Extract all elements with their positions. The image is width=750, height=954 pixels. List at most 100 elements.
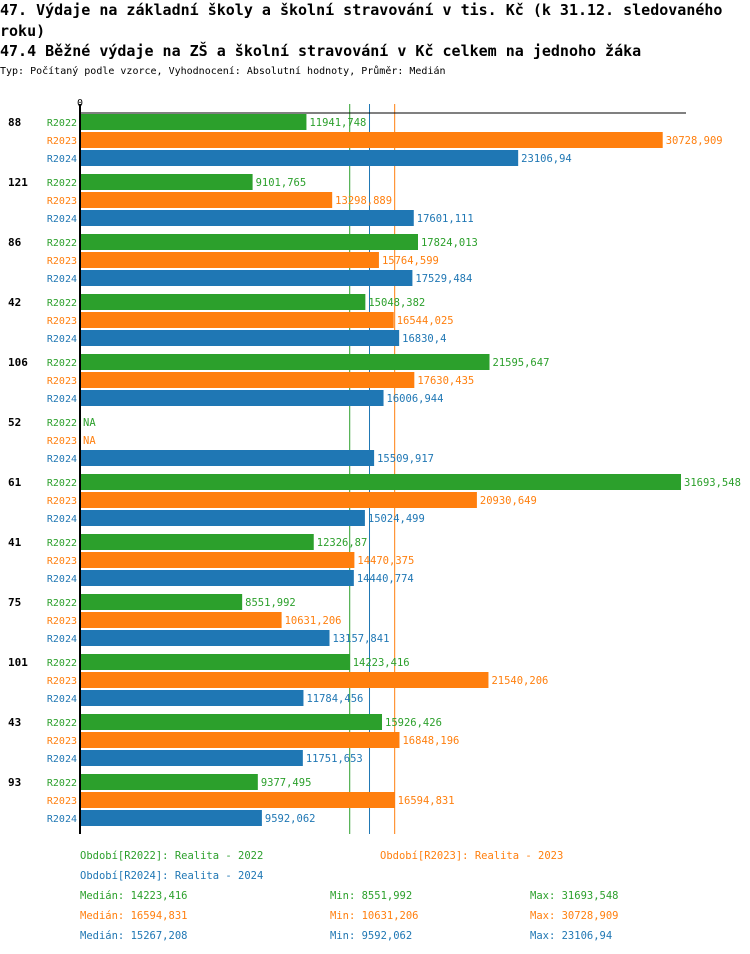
series-label: R2024 [47, 154, 77, 165]
bar-r2022 [81, 174, 253, 190]
bar-r2023 [81, 252, 379, 268]
series-label: R2024 [47, 574, 77, 585]
bar-r2023 [81, 132, 663, 148]
legend-r2023: Období[R2023]: Realita - 2023 [380, 850, 564, 862]
bar-r2023 [81, 492, 477, 508]
bar-r2024 [81, 270, 413, 286]
data-label: NA [83, 417, 96, 429]
bar-r2023 [81, 612, 282, 628]
legend-r2022: Období[R2022]: Realita - 2022 [80, 850, 264, 862]
data-label: 11751,653 [306, 753, 363, 765]
data-label: 14470,375 [357, 555, 414, 567]
series-label: R2024 [47, 274, 77, 285]
series-label: R2023 [47, 136, 77, 147]
series-label: R2024 [47, 754, 77, 765]
data-label: 21595,647 [493, 357, 550, 369]
data-label: 13298,889 [335, 195, 392, 207]
category-label: 121 [8, 176, 28, 189]
category-label: 86 [8, 236, 22, 249]
series-label: R2024 [47, 694, 77, 705]
series-label: R2022 [47, 478, 77, 489]
bar-r2022 [81, 114, 307, 130]
series-label: R2023 [47, 376, 77, 387]
data-label: 9101,765 [256, 177, 307, 189]
stat-median-2024: Medián: 15267,208 [80, 930, 188, 942]
data-label: 15509,917 [377, 453, 434, 465]
bar-r2024 [81, 510, 365, 526]
bar-r2022 [81, 354, 490, 370]
series-label: R2022 [47, 238, 77, 249]
series-label: R2022 [47, 658, 77, 669]
data-label: 9592,062 [265, 813, 316, 825]
category-label: 41 [8, 536, 22, 549]
stat-max-2022: Max: 31693,548 [530, 890, 619, 902]
bar-r2024 [81, 150, 519, 166]
data-label: 15926,426 [385, 717, 442, 729]
data-label: 9377,495 [261, 777, 312, 789]
series-label: R2023 [47, 256, 77, 267]
data-label: 16830,4 [402, 333, 446, 345]
data-label: 8551,992 [245, 597, 296, 609]
bar-r2024 [81, 450, 375, 466]
data-label: 21540,206 [491, 675, 548, 687]
data-label: 14223,416 [353, 657, 410, 669]
bar-r2022 [81, 774, 258, 790]
bar-r2023 [81, 672, 489, 688]
bar-r2022 [81, 714, 383, 730]
series-label: R2022 [47, 718, 77, 729]
data-label: 16594,831 [398, 795, 455, 807]
bar-r2023 [81, 372, 415, 388]
series-label: R2023 [47, 676, 77, 687]
series-label: R2022 [47, 778, 77, 789]
data-label: 16006,944 [387, 393, 444, 405]
series-label: R2023 [47, 196, 77, 207]
series-label: R2024 [47, 814, 77, 825]
bar-r2023 [81, 312, 394, 328]
stat-median-2022: Medián: 14223,416 [80, 890, 188, 902]
bar-r2024 [81, 690, 304, 706]
series-label: R2024 [47, 514, 77, 525]
data-label: 11784,456 [306, 693, 363, 705]
data-label: 10631,206 [285, 615, 342, 627]
legend-r2024: Období[R2024]: Realita - 2024 [80, 870, 264, 882]
bar-r2024 [81, 750, 303, 766]
category-label: 106 [8, 356, 28, 369]
bar-r2022 [81, 474, 681, 490]
series-label: R2023 [47, 496, 77, 507]
data-label: 17601,111 [417, 213, 474, 225]
data-label: 11941,748 [309, 117, 366, 129]
data-label: 17630,435 [417, 375, 474, 387]
series-label: R2022 [47, 178, 77, 189]
stat-max-2024: Max: 23106,94 [530, 930, 613, 942]
data-label: NA [83, 435, 96, 447]
data-label: 16848,196 [402, 735, 459, 747]
series-label: R2024 [47, 634, 77, 645]
series-label: R2022 [47, 598, 77, 609]
series-label: R2024 [47, 334, 77, 345]
data-label: 23106,94 [521, 153, 572, 165]
category-label: 88 [8, 116, 21, 129]
data-label: 12326,87 [317, 537, 368, 549]
bar-r2023 [81, 192, 333, 208]
data-label: 14440,774 [357, 573, 414, 585]
category-label: 93 [8, 776, 21, 789]
stat-min-2023: Min: 10631,206 [330, 910, 419, 922]
bar-r2024 [81, 330, 400, 346]
data-label: 31693,548 [684, 477, 741, 489]
axis-zero-label: 0 [77, 98, 83, 109]
chart-title: 47. Výdaje na základní školy a školní st… [0, 1, 723, 40]
data-label: 15048,382 [368, 297, 425, 309]
chart-subtitle: 47.4 Běžné výdaje na ZŠ a školní stravov… [0, 42, 642, 60]
category-label: 61 [8, 476, 22, 489]
series-label: R2022 [47, 418, 77, 429]
stat-min-2024: Min: 9592,062 [330, 930, 413, 942]
bar-r2023 [81, 792, 395, 808]
bar-r2024 [81, 210, 414, 226]
category-label: 52 [8, 416, 21, 429]
bar-r2024 [81, 810, 262, 826]
bar-r2022 [81, 534, 314, 550]
series-label: R2022 [47, 358, 77, 369]
data-label: 30728,909 [666, 135, 723, 147]
data-label: 15764,599 [382, 255, 439, 267]
